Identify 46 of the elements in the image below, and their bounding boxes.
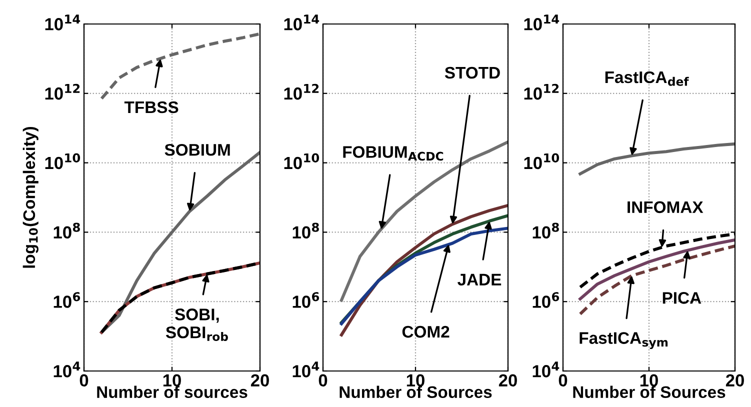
annotation: COM2 (402, 326, 450, 338)
line-series (340, 140, 508, 302)
y-tick-label: 10$^{10}$ (45, 153, 80, 170)
y-tick-label: 10$^{6}$ (292, 292, 320, 308)
y-tick-label: 10$^{10}$ (284, 153, 320, 170)
y-tick-label: 10$^{14}$ (524, 14, 560, 30)
x-tick-label: 20 (498, 374, 517, 387)
x-tick-label: 0 (318, 374, 328, 387)
x-axis-title: Number of Sources (340, 386, 492, 398)
x-axis-title: Number of Sources (573, 386, 726, 398)
x-tick-label: 10 (406, 374, 424, 387)
line-series (578, 142, 735, 176)
x-tick-label: 20 (726, 374, 744, 387)
x-tick-label: 0 (80, 374, 88, 387)
y-axis-title: log$_{10}$(Complexity) (22, 126, 38, 268)
annotation: TFBSS (124, 101, 178, 114)
y-tick-label: 10$^{14}$ (284, 14, 320, 30)
y-tick-label: 10$^{6}$ (532, 292, 560, 308)
y-tick-label: 10$^{4}$ (292, 362, 320, 378)
x-axis-title: Number of sources (97, 386, 248, 398)
y-tick-label: 10$^{6}$ (54, 292, 80, 308)
annotation: FastICA$_{sym}$ (580, 332, 668, 350)
annotation: SOBIUM (164, 144, 230, 156)
annotation: JADE (458, 274, 502, 286)
annotation: STOTD (444, 66, 500, 79)
line-series (100, 32, 260, 100)
x-tick-label: 20 (250, 374, 269, 387)
annotation: SOBI, SOBI$_{rob}$ (166, 308, 228, 342)
annotation: INFOMAX (628, 201, 704, 214)
annotation: FOBIUM$_{ACDC}$ (343, 146, 444, 161)
y-tick-label: 10$^{12}$ (45, 84, 80, 100)
x-tick-label: 10 (640, 374, 658, 387)
annotation: PICA (662, 292, 702, 304)
y-tick-label: 10$^{8}$ (54, 222, 80, 239)
y-tick-label: 10$^{4}$ (532, 362, 560, 378)
x-tick-label: 10 (163, 374, 181, 387)
y-tick-label: 10$^{12}$ (524, 84, 559, 100)
y-tick-label: 10$^{8}$ (292, 222, 319, 239)
y-tick-label: 10$^{12}$ (284, 84, 319, 100)
y-tick-label: 10$^{4}$ (54, 362, 80, 378)
y-tick-label: 10$^{10}$ (524, 153, 560, 170)
x-tick-label: 0 (558, 374, 568, 387)
y-tick-label: 10$^{14}$ (45, 14, 80, 30)
annotation: FastICA$_{def}$ (605, 71, 689, 86)
y-tick-label: 10$^{8}$ (532, 222, 559, 239)
line-series (578, 244, 735, 316)
